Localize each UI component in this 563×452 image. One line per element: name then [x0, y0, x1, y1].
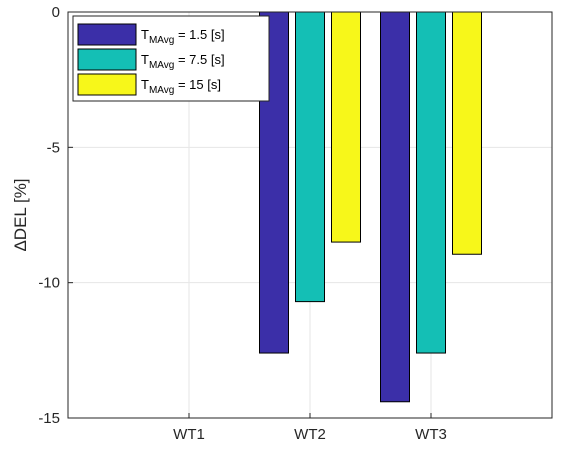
y-tick-label: -10 — [38, 275, 60, 292]
bar-wt3-series-2 — [416, 11, 446, 354]
y-tick-label: -5 — [47, 139, 60, 156]
legend-label: TMAvg = 1.5 [s] — [141, 27, 225, 46]
y-tick-label: 0 — [52, 4, 60, 21]
bar-wt2-series-3 — [331, 11, 361, 243]
y-axis-title: ΔDEL [%] — [11, 178, 30, 251]
legend-label: TMAvg = 15 [s] — [141, 77, 221, 96]
bar-wt3-series-3 — [452, 11, 482, 255]
legend: TMAvg = 1.5 [s] TMAvg = 7.5 [s] TMAvg = 15… — [72, 15, 270, 102]
legend-swatch — [77, 73, 137, 96]
x-tick-label: WT2 — [294, 426, 326, 443]
bar-wt2-series-2 — [295, 11, 325, 303]
x-axis-ticks: WT1 WT2 WT3 — [173, 413, 447, 443]
y-axis-ticks: 0 -5 -10 -15 — [38, 4, 73, 427]
bar-wt3-series-1 — [380, 11, 410, 403]
legend-label: TMAvg = 7.5 [s] — [141, 52, 225, 71]
y-tick-label: -15 — [38, 410, 60, 427]
x-tick-label: WT1 — [173, 426, 205, 443]
legend-swatch — [77, 23, 137, 46]
legend-swatch — [77, 48, 137, 71]
x-tick-label: WT3 — [415, 426, 447, 443]
